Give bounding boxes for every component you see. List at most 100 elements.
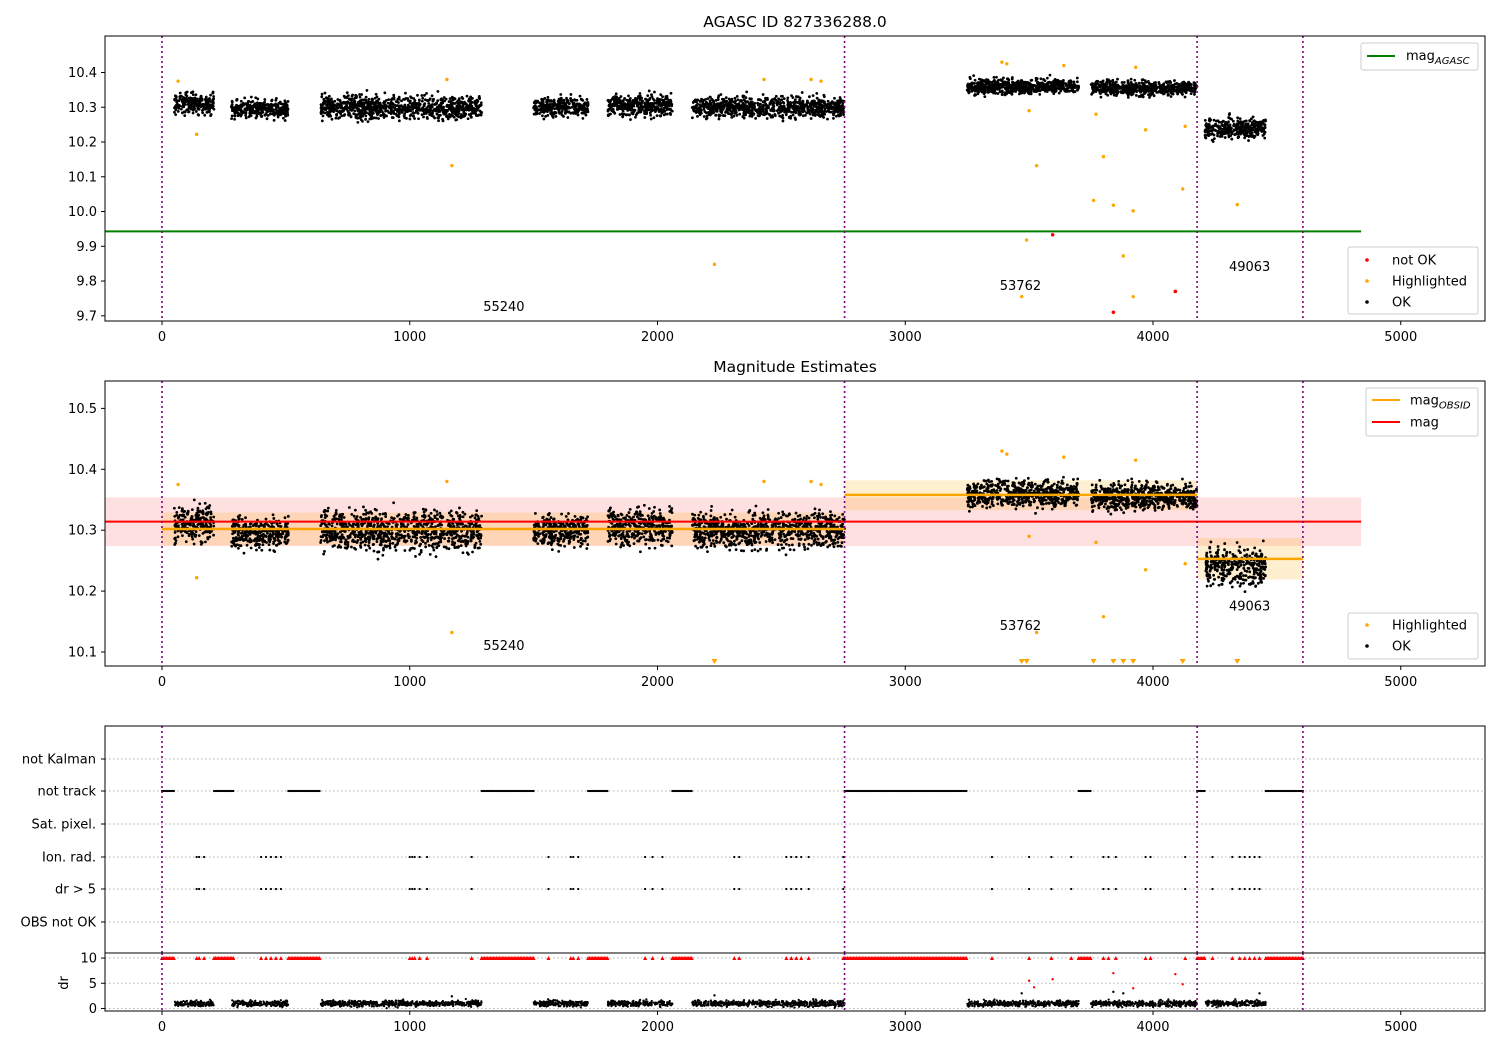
ok-point	[413, 106, 417, 109]
ok-point	[655, 114, 659, 117]
ok-point	[982, 92, 986, 96]
ok-point	[646, 98, 650, 102]
ok-point	[412, 97, 416, 100]
ok-point	[357, 100, 361, 104]
ok-point	[460, 105, 464, 109]
ok-point	[185, 530, 189, 534]
obsid-label: 55240	[483, 300, 524, 315]
ok-point	[450, 113, 453, 117]
ok-point	[255, 103, 259, 107]
ok-point	[431, 98, 435, 101]
ok-point	[364, 95, 368, 99]
ok-point	[254, 96, 258, 100]
ok-point	[455, 100, 459, 104]
ok-point	[1231, 119, 1235, 123]
ok-point	[725, 99, 729, 103]
ok-point	[1207, 129, 1211, 133]
ok-point	[333, 99, 337, 103]
ok-point	[581, 117, 585, 120]
ok-point	[237, 517, 241, 521]
ok-point	[401, 107, 405, 111]
ok-point	[1009, 84, 1013, 88]
ok-point	[455, 112, 459, 116]
ok-point	[718, 106, 722, 110]
ok-point	[609, 105, 613, 109]
ok-point	[551, 115, 555, 119]
ok-point	[789, 116, 793, 120]
ok-point	[1253, 134, 1257, 138]
ok-point	[1181, 93, 1184, 96]
ok-point	[330, 117, 334, 121]
ok-point	[235, 104, 238, 107]
ok-point	[706, 106, 710, 110]
ok-point	[175, 513, 179, 517]
ok-point	[190, 515, 194, 519]
ok-point	[204, 540, 207, 544]
ok-point	[326, 97, 330, 100]
ok-point	[197, 534, 201, 538]
ok-point	[614, 92, 618, 96]
ok-point	[1075, 76, 1079, 80]
ok-point	[1263, 130, 1267, 134]
ok-point	[1210, 125, 1214, 129]
ok-point	[1239, 120, 1242, 124]
ok-point	[191, 90, 195, 94]
ok-point	[369, 107, 372, 111]
ok-point	[1237, 135, 1241, 139]
ok-point	[173, 543, 177, 546]
ok-point	[361, 98, 365, 102]
ok-point	[808, 95, 811, 99]
ok-point	[822, 95, 826, 99]
ok-point	[452, 96, 456, 100]
ok-point	[764, 110, 768, 114]
ok-point	[665, 107, 669, 110]
ok-point	[1139, 94, 1143, 97]
ok-point	[753, 101, 757, 105]
ok-point	[1067, 86, 1071, 89]
ok-point	[441, 98, 444, 102]
ok-point	[815, 91, 819, 95]
ok-point	[430, 94, 434, 98]
ok-point	[435, 112, 439, 116]
ok-point	[777, 106, 781, 110]
ok-point	[545, 99, 549, 103]
ok-point	[826, 99, 830, 103]
ok-point	[459, 100, 462, 104]
ok-point	[793, 101, 797, 105]
not-ok-point	[1173, 289, 1178, 294]
highlighted-point	[819, 79, 823, 83]
ok-point	[1097, 89, 1101, 92]
ok-point	[1238, 117, 1242, 121]
ok-point	[1111, 84, 1115, 88]
ok-point	[397, 115, 401, 119]
ok-point	[388, 104, 392, 108]
ok-point	[412, 114, 415, 118]
ok-point	[780, 109, 784, 113]
highlighted-point	[1131, 294, 1135, 299]
ok-point	[371, 105, 375, 109]
y-tick-label: 10.4	[68, 66, 97, 81]
ok-point	[553, 110, 557, 114]
ok-point	[212, 533, 215, 537]
ok-point	[996, 86, 999, 89]
ok-point	[730, 106, 734, 110]
ok-point	[782, 104, 786, 108]
ok-point	[410, 96, 413, 100]
ok-point	[664, 95, 668, 99]
ok-point	[771, 103, 775, 107]
highlighted-point	[1019, 294, 1024, 299]
highlighted-point	[1131, 209, 1135, 213]
ok-point	[746, 106, 749, 110]
ok-point	[370, 97, 374, 101]
ok-point	[710, 110, 714, 114]
ok-point	[544, 114, 547, 118]
ok-point	[768, 112, 771, 116]
ok-point	[1258, 125, 1261, 129]
ok-point	[1236, 116, 1240, 120]
ok-point	[360, 93, 364, 96]
ok-point	[268, 112, 272, 116]
ok-point	[390, 116, 394, 119]
ok-point	[764, 96, 767, 100]
ok-point	[741, 106, 744, 110]
ok-point	[256, 101, 259, 105]
